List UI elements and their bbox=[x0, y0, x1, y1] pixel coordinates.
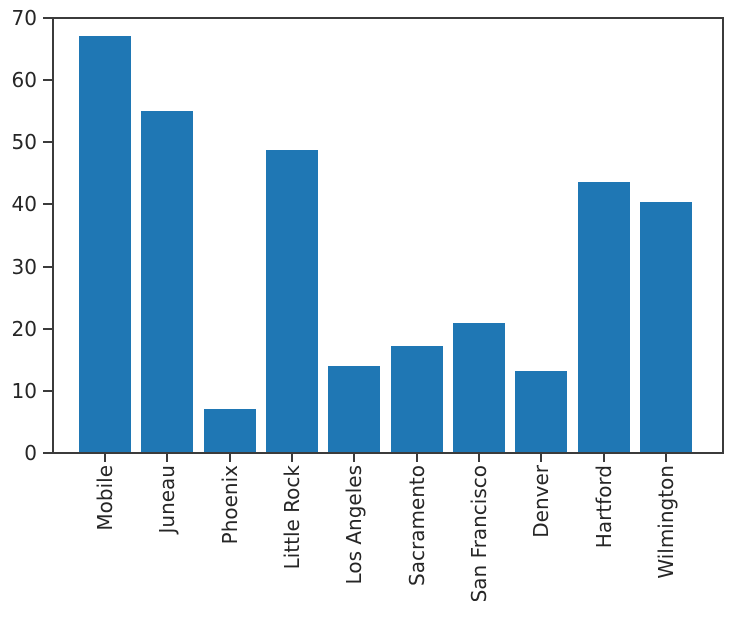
y-tick-mark-30 bbox=[43, 265, 52, 268]
x-tick-label-sacramento: Sacramento bbox=[404, 465, 429, 586]
x-tick-mark-denver bbox=[540, 454, 543, 462]
bar-little-rock bbox=[265, 149, 318, 452]
x-tick-mark-los-angeles bbox=[353, 454, 356, 462]
y-tick-mark-20 bbox=[43, 327, 52, 330]
y-tick-label-40: 40 bbox=[11, 192, 37, 217]
y-tick-label-70: 70 bbox=[11, 6, 37, 30]
bar-phoenix bbox=[203, 409, 256, 452]
bar-sacramento bbox=[390, 345, 443, 452]
y-tick-mark-10 bbox=[43, 389, 52, 392]
x-tick-label-mobile: Mobile bbox=[93, 465, 117, 531]
x-tick-label-wilmington: Wilmington bbox=[653, 465, 678, 579]
x-tick-label-juneau: Juneau bbox=[155, 465, 180, 534]
y-tick-label-60: 60 bbox=[11, 68, 37, 93]
x-tick-label-little-rock: Little Rock bbox=[279, 465, 304, 570]
x-tick-mark-san-francisco bbox=[477, 454, 480, 462]
x-tick-mark-wilmington bbox=[664, 454, 667, 462]
x-tick-mark-sacramento bbox=[415, 454, 418, 462]
bar-hartford bbox=[577, 182, 630, 452]
x-tick-label-los-angeles: Los Angeles bbox=[342, 465, 367, 585]
x-tick-mark-juneau bbox=[166, 454, 169, 462]
y-tick-mark-60 bbox=[43, 79, 52, 82]
x-tick-label-denver: Denver bbox=[529, 465, 554, 538]
spine-top bbox=[52, 17, 724, 19]
y-tick-mark-40 bbox=[43, 203, 52, 206]
bar-juneau bbox=[141, 111, 194, 452]
bar-denver bbox=[515, 371, 568, 452]
spine-right bbox=[722, 17, 724, 454]
bar-los-angeles bbox=[328, 365, 381, 452]
bar-wilmington bbox=[639, 202, 692, 452]
bar-mobile bbox=[79, 35, 131, 452]
x-tick-mark-mobile bbox=[104, 454, 106, 462]
y-tick-label-10: 10 bbox=[11, 378, 37, 403]
x-tick-label-san-francisco: San Francisco bbox=[466, 465, 491, 603]
bar-san-francisco bbox=[452, 322, 505, 452]
x-tick-label-hartford: Hartford bbox=[591, 465, 616, 549]
y-tick-label-20: 20 bbox=[11, 316, 37, 341]
x-tick-mark-phoenix bbox=[228, 454, 231, 462]
x-tick-mark-little-rock bbox=[290, 454, 293, 462]
y-tick-mark-50 bbox=[43, 141, 52, 144]
y-tick-label-50: 50 bbox=[11, 130, 37, 155]
spine-left bbox=[52, 17, 54, 454]
x-tick-label-phoenix: Phoenix bbox=[217, 465, 242, 545]
y-tick-mark-70 bbox=[43, 17, 52, 19]
y-tick-label-0: 0 bbox=[24, 441, 37, 465]
x-tick-mark-hartford bbox=[602, 454, 605, 462]
y-tick-label-30: 30 bbox=[11, 254, 37, 279]
spine-bottom bbox=[52, 452, 724, 454]
y-tick-mark-0 bbox=[43, 452, 52, 454]
